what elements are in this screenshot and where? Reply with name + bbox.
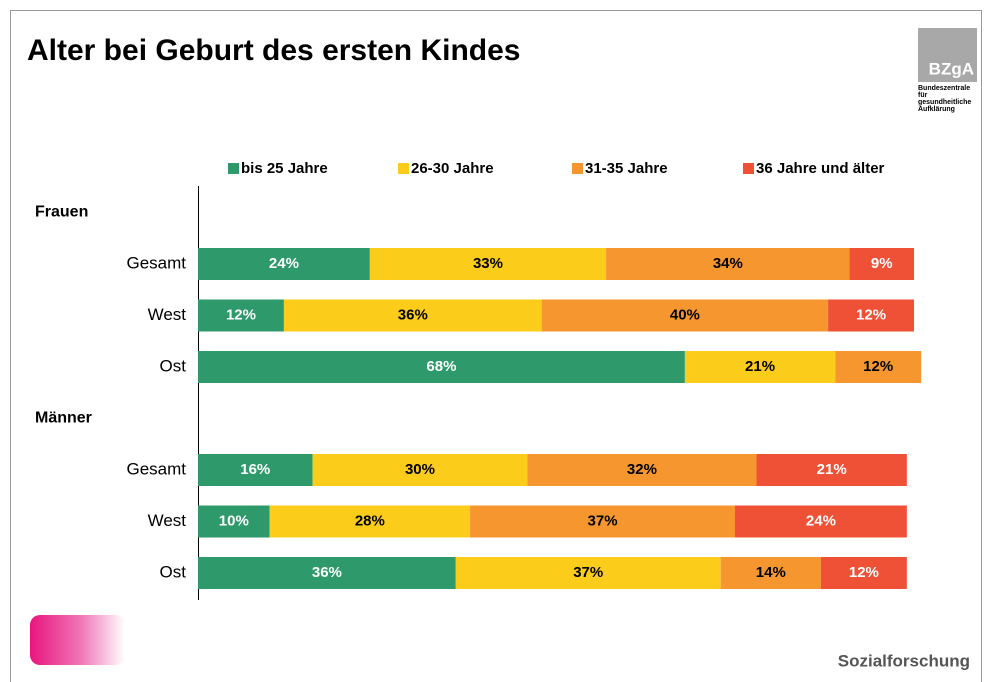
bar-segment (283, 299, 542, 332)
category-label: West (148, 511, 187, 530)
category-label: Ost (160, 356, 187, 375)
frame (10, 10, 982, 682)
logo-line: Bundeszentrale (918, 85, 970, 92)
value-label: 21% (817, 461, 847, 478)
pink-logo (30, 615, 125, 665)
legend-swatch (228, 163, 239, 174)
bar-segment (198, 351, 685, 383)
legend-label: 31-35 Jahre (585, 160, 668, 177)
bar-segment (369, 248, 607, 280)
value-label: 40% (670, 306, 700, 323)
chart-title: Alter bei Geburt des ersten Kindes (27, 34, 520, 67)
bar-segment (828, 299, 914, 332)
footer: Sozialforschung (838, 651, 970, 670)
value-label: 9% (871, 255, 893, 272)
bar-segment (198, 454, 313, 486)
bar-segment (198, 557, 456, 589)
value-label: 12% (863, 358, 893, 375)
category-label: Gesamt (126, 459, 186, 478)
group-label: Männer (35, 410, 92, 427)
value-label: 34% (713, 255, 743, 272)
logo-line: gesundheitliche (918, 99, 971, 106)
legend-label: 36 Jahre und älter (756, 160, 885, 177)
value-label: 24% (806, 512, 836, 529)
bar-segment (720, 557, 821, 589)
value-label: 14% (756, 564, 786, 581)
bar-segment (312, 454, 528, 486)
bar-segment (470, 505, 735, 538)
logo-line: Aufklärung (918, 106, 955, 113)
value-label: 37% (588, 512, 618, 529)
value-label: 37% (573, 564, 603, 581)
value-label: 28% (355, 512, 385, 529)
legend-swatch (743, 163, 754, 174)
value-label: 10% (219, 512, 249, 529)
group-label: Frauen (35, 204, 88, 221)
bar-segment (835, 351, 922, 383)
logo-line: für (918, 92, 928, 99)
legend-swatch (398, 163, 409, 174)
value-label: 32% (627, 461, 657, 478)
category-label: Gesamt (126, 253, 186, 272)
bar-segment (541, 299, 829, 332)
value-label: 21% (745, 358, 775, 375)
bar-segment (527, 454, 757, 486)
value-label: 12% (849, 564, 879, 581)
logo-name: BZgA (929, 59, 974, 78)
bar-segment (756, 454, 907, 486)
logo-box (918, 28, 977, 82)
value-label: 33% (473, 255, 503, 272)
legend-label: 26-30 Jahre (411, 160, 494, 177)
value-label: 16% (240, 461, 270, 478)
bar-segment (198, 299, 284, 332)
value-label: 12% (856, 306, 886, 323)
value-label: 68% (426, 358, 456, 375)
value-label: 30% (405, 461, 435, 478)
legend-label: bis 25 Jahre (241, 160, 328, 177)
bar-segment (735, 505, 907, 538)
bar-segment (198, 505, 270, 538)
bar-segment (455, 557, 721, 589)
bar-segment (684, 351, 836, 383)
bar-segment (849, 248, 914, 280)
bar-segment (606, 248, 850, 280)
category-label: West (148, 305, 187, 324)
value-label: 12% (226, 306, 256, 323)
value-label: 36% (312, 564, 342, 581)
bar-segment (198, 248, 370, 280)
value-label: 24% (269, 255, 299, 272)
bar-segment (820, 557, 907, 589)
category-label: Ost (160, 562, 187, 581)
bar-segment (269, 505, 471, 538)
value-label: 36% (398, 306, 428, 323)
legend-swatch (572, 163, 583, 174)
